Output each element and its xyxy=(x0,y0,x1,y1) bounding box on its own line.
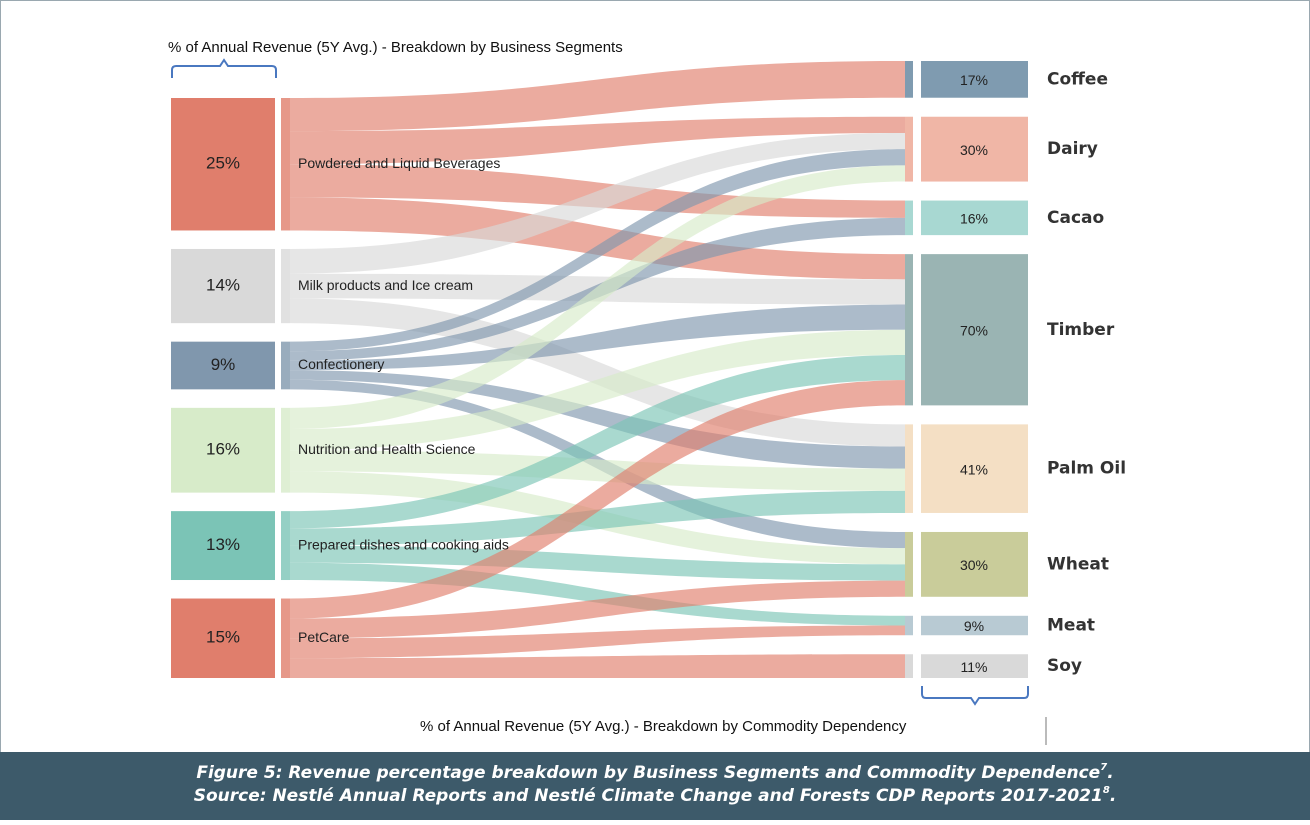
source-name: Powdered and Liquid Beverages xyxy=(298,155,500,171)
flow xyxy=(290,450,905,491)
source-node xyxy=(171,511,275,581)
target-value: 70% xyxy=(960,322,988,338)
source-name: Confectionery xyxy=(298,356,384,372)
target-name: Timber xyxy=(1047,320,1115,340)
target-node xyxy=(921,116,1028,182)
target-value: 16% xyxy=(960,211,988,227)
target-node xyxy=(921,531,1028,597)
target-name: Soy xyxy=(1047,656,1082,676)
source-node xyxy=(171,598,275,678)
target-name: Meat xyxy=(1047,616,1095,636)
target-value: 9% xyxy=(964,618,984,634)
target-value: 41% xyxy=(960,461,988,477)
source-value: 9% xyxy=(211,355,236,374)
flow xyxy=(290,329,905,451)
source-value: 13% xyxy=(206,535,240,554)
target-node xyxy=(921,61,1028,98)
flow xyxy=(290,298,905,447)
source-value: 25% xyxy=(206,154,240,173)
source-node xyxy=(171,407,275,493)
bracket xyxy=(171,58,277,78)
flow xyxy=(290,116,905,165)
target-bar xyxy=(905,61,913,98)
target-name: Wheat xyxy=(1047,554,1109,574)
caption: Source: Nestlé Annual Reports and Nestlé… xyxy=(194,785,1117,806)
target-value: 30% xyxy=(960,142,988,158)
source-name: PetCare xyxy=(298,629,350,645)
flow xyxy=(290,370,905,469)
flow xyxy=(290,132,905,274)
source-bar xyxy=(281,341,290,390)
source-bar xyxy=(281,98,290,231)
axis-label: % of Annual Revenue (5Y Avg.) - Breakdow… xyxy=(420,718,907,735)
source-bar xyxy=(281,248,290,324)
flow xyxy=(290,354,905,529)
source-value: 15% xyxy=(206,628,240,647)
target-name: Palm Oil xyxy=(1047,459,1126,479)
chart-title: % of Annual Revenue (5Y Avg.) - Breakdow… xyxy=(168,39,623,56)
source-bar xyxy=(281,511,290,581)
target-node xyxy=(921,424,1028,513)
target-node xyxy=(921,254,1028,406)
flow xyxy=(290,580,905,639)
target-node xyxy=(921,615,1028,636)
source-bar xyxy=(281,598,290,678)
target-bar xyxy=(905,116,913,182)
target-bar xyxy=(905,615,913,636)
bracket xyxy=(921,686,1029,706)
source-bar xyxy=(281,407,290,493)
target-value: 30% xyxy=(960,557,988,573)
flow xyxy=(290,165,905,430)
flow xyxy=(290,61,905,132)
source-value: 16% xyxy=(206,440,240,459)
flow xyxy=(290,654,905,678)
target-name: Dairy xyxy=(1047,139,1098,159)
source-value: 14% xyxy=(206,276,240,295)
target-bar xyxy=(905,424,913,513)
source-name: Prepared dishes and cooking aids xyxy=(298,536,509,552)
flow xyxy=(290,380,905,619)
target-value: 11% xyxy=(961,659,988,675)
target-value: 17% xyxy=(960,72,988,88)
source-node xyxy=(171,341,275,390)
target-node xyxy=(921,654,1028,678)
target-node xyxy=(921,200,1028,236)
target-bar xyxy=(905,254,913,406)
flow xyxy=(290,625,905,659)
source-name: Milk products and Ice cream xyxy=(298,277,473,293)
caption-band xyxy=(0,752,1310,820)
flow xyxy=(290,304,905,371)
flow xyxy=(290,490,905,546)
source-node xyxy=(171,248,275,324)
flow xyxy=(290,545,905,581)
target-bar xyxy=(905,531,913,597)
source-name: Nutrition and Health Science xyxy=(298,441,476,457)
target-name: Coffee xyxy=(1047,69,1108,89)
target-bar xyxy=(905,654,913,678)
target-name: Cacao xyxy=(1047,208,1104,228)
flow xyxy=(290,197,905,280)
caption: Figure 5: Revenue percentage breakdown b… xyxy=(196,762,1113,783)
source-node xyxy=(171,98,275,231)
target-bar xyxy=(905,200,913,236)
flow xyxy=(290,149,905,352)
